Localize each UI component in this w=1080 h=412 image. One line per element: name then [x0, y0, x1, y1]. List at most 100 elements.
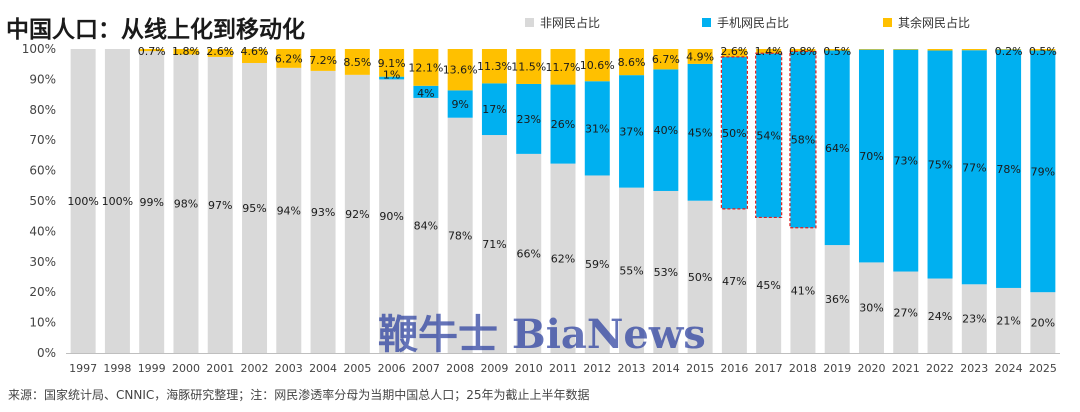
- label-mobile-2021: 73%: [894, 155, 918, 168]
- label-mobile-2019: 64%: [825, 142, 849, 155]
- bar-mobile-2025: [1030, 50, 1056, 293]
- bar-non-internet-2023: [961, 284, 987, 353]
- bar-non-internet-2005: [344, 74, 370, 353]
- highlight-box-2016: [720, 56, 748, 210]
- bar-other-2022: [927, 49, 953, 51]
- label-non-internet-2013: 55%: [619, 264, 643, 277]
- label-non-internet-2008: 78%: [448, 229, 472, 242]
- x-tick-label: 2024: [995, 362, 1023, 375]
- watermark-logo: 鞭牛士 BiaNews: [378, 311, 706, 358]
- label-non-internet-2014: 53%: [654, 266, 678, 279]
- bar-other-2019: [824, 49, 850, 51]
- bar-other-2002: [242, 49, 268, 63]
- label-mobile-2015: 45%: [688, 126, 712, 139]
- bar-non-internet-2010: [516, 153, 542, 353]
- bar-mobile-2008: [447, 90, 473, 118]
- x-tick-label: 2001: [206, 362, 234, 375]
- label-other-2004: 7.2%: [309, 54, 337, 67]
- label-other-2013: 8.6%: [618, 56, 646, 69]
- x-tick-label: 2007: [412, 362, 440, 375]
- label-other-2001: 2.6%: [206, 45, 234, 58]
- bar-other-2025: [1030, 49, 1056, 51]
- legend-label-mobile: 手机网民占比: [717, 16, 790, 30]
- x-tick-label: 2003: [275, 362, 303, 375]
- bar-mobile-2007: [413, 85, 439, 98]
- label-non-internet-2005: 92%: [345, 208, 369, 221]
- label-mobile-2020: 70%: [859, 150, 883, 163]
- x-tick-label: 1997: [69, 362, 97, 375]
- bar-other-2001: [207, 49, 233, 57]
- label-other-2002: 4.6%: [241, 45, 269, 58]
- source-note: 来源：国家统计局、CNNIC，海豚研究整理；注：网民渗透率分母为当期中国总人口；…: [8, 388, 590, 402]
- highlight-box-2018: [789, 50, 817, 229]
- legend-item-non-internet: 非网民占比: [525, 14, 600, 31]
- bar-non-internet-2000: [173, 54, 199, 354]
- y-tick-label: 80%: [29, 103, 56, 117]
- label-non-internet-2021: 27%: [894, 306, 918, 319]
- x-tick-label: 2008: [446, 362, 474, 375]
- label-mobile-2007: 4%: [417, 87, 434, 100]
- bar-other-2023: [961, 49, 987, 51]
- label-non-internet-1998: 100%: [102, 195, 133, 208]
- label-other-2017: 1.4%: [755, 45, 783, 58]
- label-mobile-2014: 40%: [654, 124, 678, 137]
- label-mobile-2018: 58%: [791, 134, 815, 147]
- bar-non-internet-1997: [70, 49, 96, 353]
- label-other-2000: 1.8%: [172, 45, 200, 58]
- bar-non-internet-1999: [139, 51, 165, 354]
- label-non-internet-2000: 98%: [174, 198, 198, 211]
- label-non-internet-2012: 59%: [585, 258, 609, 271]
- chart-title: 中国人口：从线上化到移动化: [6, 17, 305, 43]
- label-other-2016: 2.6%: [720, 45, 748, 58]
- x-tick-label: 2025: [1029, 362, 1057, 375]
- bar-other-2004: [310, 49, 336, 71]
- label-other-2015: 4.9%: [686, 50, 714, 63]
- label-mobile-2013: 37%: [619, 125, 643, 138]
- bar-other-2006: [379, 49, 405, 77]
- bar-non-internet-2008: [447, 117, 473, 353]
- bar-non-internet-2025: [1030, 292, 1056, 353]
- bar-mobile-2011: [550, 84, 576, 164]
- bar-non-internet-2024: [996, 287, 1022, 353]
- label-non-internet-2001: 97%: [208, 199, 232, 212]
- bar-other-2008: [447, 49, 473, 91]
- label-non-internet-2016: 47%: [722, 275, 746, 288]
- bar-mobile-2013: [619, 75, 645, 188]
- bar-mobile-2006: [379, 76, 405, 80]
- bar-mobile-2022: [927, 50, 953, 279]
- label-other-2007: 12.1%: [408, 61, 443, 74]
- label-non-internet-2015: 50%: [688, 271, 712, 284]
- bar-other-1999: [139, 49, 165, 52]
- label-other-2006: 9.1%: [378, 57, 406, 70]
- bar-mobile-2021: [893, 49, 919, 272]
- bar-other-2020: [858, 49, 884, 50]
- label-non-internet-1999: 99%: [139, 196, 163, 209]
- label-non-internet-2017: 45%: [756, 279, 780, 292]
- x-tick-label: 2012: [583, 362, 611, 375]
- bar-non-internet-2015: [687, 200, 713, 353]
- bar-other-2003: [276, 49, 302, 68]
- label-mobile-2012: 31%: [585, 122, 609, 135]
- label-other-2009: 11.3%: [477, 60, 512, 73]
- label-non-internet-2024: 21%: [996, 314, 1020, 327]
- bar-other-2000: [173, 49, 199, 55]
- legend-item-other: 其余网民占比: [883, 14, 970, 31]
- bar-non-internet-2011: [550, 163, 576, 353]
- bar-non-internet-2001: [207, 56, 233, 354]
- bar-other-2010: [516, 49, 542, 84]
- bar-other-2015: [687, 49, 713, 64]
- label-non-internet-2007: 84%: [414, 219, 438, 232]
- x-tick-label: 2017: [755, 362, 783, 375]
- label-other-2011: 11.7%: [546, 61, 581, 74]
- bar-other-2005: [344, 49, 370, 75]
- label-other-2019: 0.5%: [823, 45, 851, 58]
- x-tick-label: 2009: [480, 362, 508, 375]
- bar-non-internet-1998: [104, 49, 130, 353]
- bar-other-2007: [413, 49, 439, 86]
- label-non-internet-2019: 36%: [825, 293, 849, 306]
- bar-mobile-2010: [516, 83, 542, 154]
- bar-other-2016: [721, 49, 747, 57]
- highlight-box-2017: [755, 52, 783, 219]
- bar-non-internet-2012: [584, 175, 610, 353]
- label-mobile-2006: 1%: [383, 68, 400, 81]
